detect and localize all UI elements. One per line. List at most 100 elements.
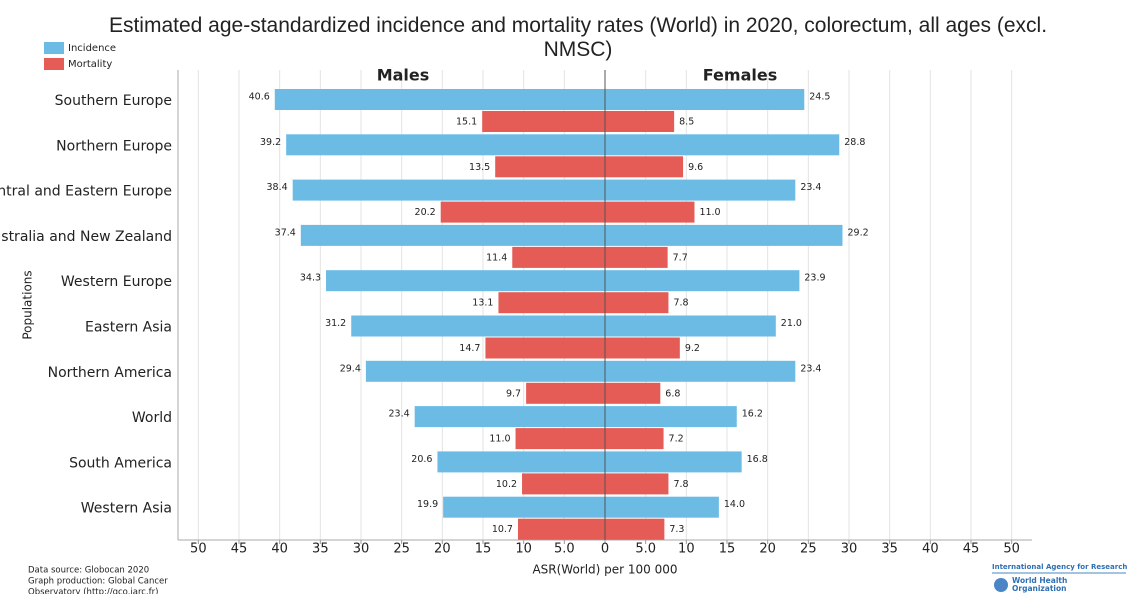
bar [495,156,605,178]
x-tick-label: 10 [678,542,695,557]
y-tick-label: World [132,410,172,426]
bar [515,428,605,450]
bar [605,518,665,540]
bar [605,382,661,404]
bar [605,496,719,518]
data-label: 13.1 [472,298,493,309]
footer-note: Observatory (http://gco.iarc.fr) [28,588,158,594]
data-label: 7.2 [669,434,684,445]
bar [300,224,605,246]
x-tick-label: 10 [515,542,532,557]
x-tick-label: 0 [601,542,609,557]
y-axis-label: Populations [21,270,35,339]
bar [482,111,605,132]
data-label: 13.5 [469,162,490,173]
legend-swatch [44,42,64,54]
bar [437,451,605,473]
bar [605,179,796,201]
bar [522,473,605,495]
data-label: 19.9 [417,499,438,510]
data-label: 29.2 [847,227,868,238]
bar [605,315,776,337]
data-label: 14.7 [459,343,480,354]
x-tick-label: 15 [719,542,736,557]
data-label: 23.4 [389,409,410,420]
data-label: 15.1 [456,117,477,128]
footer-logo-text: World Health [1012,576,1067,585]
y-tick-label: Southern Europe [55,93,172,109]
data-label: 7.8 [673,298,688,309]
panel-title: Males [377,66,430,85]
y-tick-label: South America [69,455,172,471]
data-label: 16.2 [742,409,763,420]
footer-logo-text: International Agency for Research on Can… [992,563,1128,571]
data-label: 23.4 [800,363,821,374]
data-label: 9.7 [506,388,521,399]
x-tick-label: 35 [881,542,898,557]
data-label: 21.0 [781,318,802,329]
data-label: 10.7 [492,524,513,535]
bar [498,292,605,314]
y-tick-label: Northern Europe [56,138,172,154]
data-label: 9.2 [685,343,700,354]
x-tick-label: 25 [800,542,817,557]
bar [605,246,668,268]
data-label: 40.6 [249,92,270,103]
x-tick-label: 45 [231,542,248,557]
data-label: 34.3 [300,273,321,284]
data-label: 31.2 [325,318,346,329]
x-tick-label: 35 [312,542,329,557]
x-tick-label: 50 [190,542,207,557]
bar [485,337,605,359]
bar [605,201,695,223]
bar [605,134,840,156]
x-tick-label: 20 [434,542,451,557]
y-tick-label: Northern America [48,365,172,381]
data-label: 24.5 [809,92,830,103]
who-logo [994,578,1008,592]
x-tick-label: 20 [759,542,776,557]
bar [443,496,605,518]
data-label: 11.0 [489,434,510,445]
x-tick-label: 15 [475,542,492,557]
x-tick-label: 40 [271,542,288,557]
bar [274,89,605,110]
bar [605,406,737,428]
bar [605,473,669,495]
footer-logo-text: Organization [1012,584,1067,593]
x-tick-label: 25 [393,542,410,557]
data-label: 6.8 [665,388,680,399]
bar [512,246,605,268]
bar [440,201,605,223]
bar [365,360,605,382]
x-tick-label: 5.0 [635,542,656,557]
bar [351,315,605,337]
bar [414,406,605,428]
data-label: 38.4 [267,182,288,193]
footer-note: Graph production: Global Cancer [28,577,168,587]
bar [292,179,605,201]
bar [517,518,605,540]
data-label: 23.4 [800,182,821,193]
footer-note: Data source: Globocan 2020 [28,566,149,576]
bar [605,111,675,132]
data-label: 7.3 [669,524,684,535]
data-label: 29.4 [340,363,361,374]
chart-title: Estimated age-standardized incidence and… [108,14,1048,61]
bar [605,292,669,314]
bar [605,337,680,359]
data-label: 7.7 [673,252,688,263]
y-tick-label: Australia and New Zealand [0,229,172,245]
data-label: 20.6 [411,454,432,465]
x-tick-label: 50 [1003,542,1020,557]
data-label: 8.5 [679,117,694,128]
y-tick-label: Eastern Asia [85,320,172,336]
x-tick-label: 5.0 [554,542,575,557]
x-axis-label: ASR(World) per 100 000 [532,563,677,577]
data-label: 14.0 [724,499,745,510]
bar [326,270,605,292]
legend-label: Mortality [68,59,112,70]
data-label: 28.8 [844,137,865,148]
